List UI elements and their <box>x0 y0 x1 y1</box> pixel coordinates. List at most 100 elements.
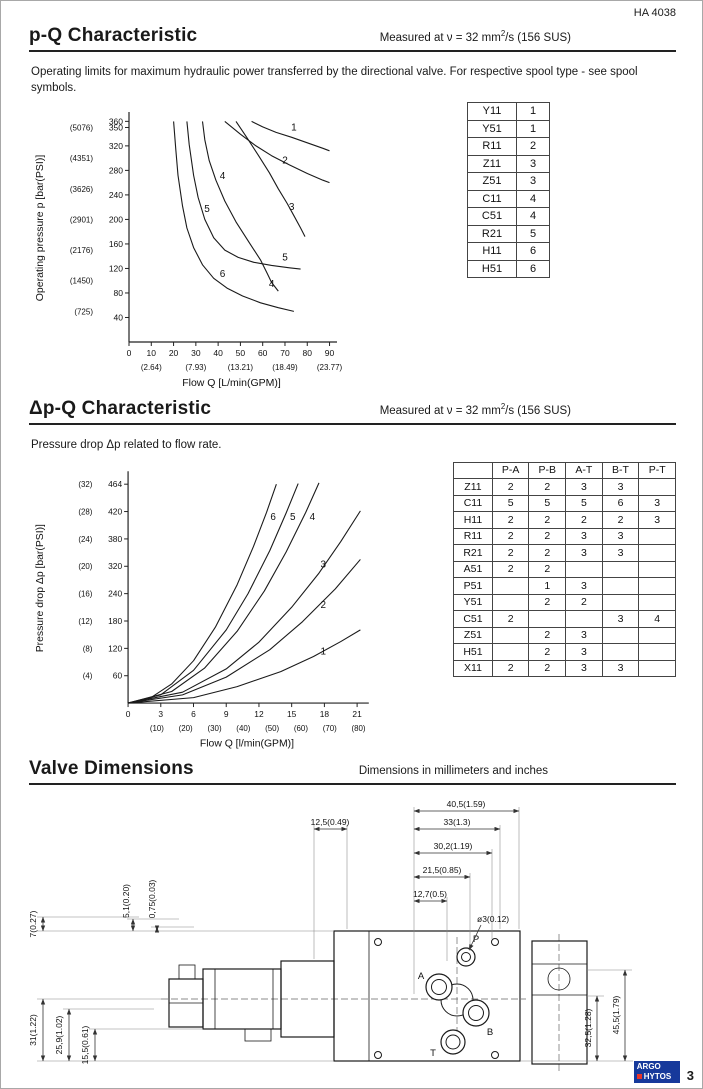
logo-text-hytos-row: HYTOS <box>636 1072 677 1082</box>
measured-pre: Measured at ν = 32 mm <box>379 32 501 44</box>
cell: 5 <box>516 224 550 244</box>
x-tick-label: 60 <box>258 348 268 358</box>
pq-chart: 0 10 20 30 40 50 60 70 80 90 (2.64) (7.93) (13.21) (1… <box>34 112 343 389</box>
y-tick-label: 240 <box>109 190 123 200</box>
y-tick-label: 350 <box>109 123 123 133</box>
row-label: Z11 <box>453 478 493 496</box>
row-label: R11 <box>467 137 517 156</box>
x-tick-label: 9 <box>224 709 229 719</box>
section-dpq: Δp-Q Characteristic Measured at ν = 32 m… <box>29 398 676 754</box>
y-tick-secondary-label: (16) <box>78 589 92 598</box>
curve-label-4: 4 <box>269 279 275 290</box>
curve-label-3: 3 <box>321 559 327 570</box>
table-row: C51 2 3 4 <box>453 610 676 628</box>
curve-4 <box>201 121 279 292</box>
table-row: H51 6 <box>467 259 550 279</box>
dim-label-7: 7(0.27) <box>29 910 38 937</box>
y-tick-label: 180 <box>108 616 122 626</box>
curve-label-6: 6 <box>270 511 276 522</box>
dim-label-drill: ø3(0.12) <box>477 914 509 924</box>
cell <box>491 643 530 661</box>
row-label: C11 <box>453 494 493 513</box>
port-a-label: A <box>418 971 425 982</box>
y-tick-secondary-label: (28) <box>78 507 92 516</box>
dim-label-5-1: 5,1(0.20) <box>121 883 131 917</box>
cell: 2 <box>565 511 603 529</box>
curve-4 <box>127 482 320 704</box>
col-header: P-T <box>638 461 676 480</box>
y-tick-label: 60 <box>113 670 123 680</box>
y-tick-label: 120 <box>109 263 123 273</box>
table-row: X11 2 2 3 3 <box>453 659 676 678</box>
section-pq: p-Q Characteristic Measured at ν = 32 mm… <box>29 25 676 394</box>
cell <box>638 478 676 496</box>
cell: 4 <box>516 189 550 209</box>
dim-label-25-9: 25,9(1.02) <box>54 1015 64 1054</box>
dim-label-0-75: 0,75(0.03) <box>147 879 157 918</box>
row-label: P51 <box>453 577 493 595</box>
cell: 3 <box>565 527 603 546</box>
x-tick-label: 80 <box>303 348 313 358</box>
cell: 3 <box>565 659 603 678</box>
row-label: H11 <box>453 511 493 529</box>
curve-2 <box>127 558 361 704</box>
y-tick-secondary-label: (20) <box>78 562 92 571</box>
table-row: Y11 1 <box>467 102 550 121</box>
dim-label-33: 33(1.3) <box>444 817 471 827</box>
port-face <box>374 937 499 1059</box>
cell <box>638 577 676 595</box>
curve-1 <box>251 120 330 152</box>
dim-label-12-5: 12,5(0.49) <box>311 817 350 827</box>
measured-sup: 2 <box>500 29 506 39</box>
table-row: H51 2 3 <box>453 643 676 661</box>
table-row: C51 4 <box>467 207 550 226</box>
page-title-dimensions: Valve Dimensions <box>29 757 194 779</box>
cell: 6 <box>516 259 550 279</box>
row-label: Y51 <box>453 593 493 612</box>
curve-6 <box>173 121 295 312</box>
dim-label-31: 31(1.22) <box>29 1014 38 1046</box>
port-t-inner <box>445 1034 461 1050</box>
page-number: 3 <box>686 1068 694 1083</box>
table-row: Z51 3 <box>467 172 550 191</box>
x-axis-title: Flow Q [L/min(GPM)] <box>182 377 281 389</box>
col-header <box>453 461 493 480</box>
x-tick-label: 20 <box>169 348 179 358</box>
x-tick-label: 12 <box>254 709 264 719</box>
dimension-lines-right <box>520 969 633 1061</box>
table-header-row: P-A P-B A-T B-T P-T <box>453 461 676 480</box>
x-tick-secondary-label: (80) <box>351 723 365 732</box>
port-t-label: T <box>430 1048 436 1059</box>
y-tick-label: 40 <box>114 313 124 323</box>
x-tick-label: 50 <box>236 348 246 358</box>
table-row: Z11 3 <box>467 154 550 174</box>
argo-hytos-logo: ARGO HYTOS <box>633 1061 680 1083</box>
port-b-inner <box>468 1004 484 1021</box>
measured-note-dpq: Measured at ν = 32 mm2/s (156 SUS) <box>380 402 571 417</box>
table-row: Z51 2 3 <box>453 626 676 645</box>
dimensions-note: Dimensions in millimeters and inches <box>358 764 548 777</box>
cell: 3 <box>565 626 603 645</box>
y-tick-secondary-label: (1450) <box>70 277 93 286</box>
col-header: P-B <box>528 461 567 480</box>
x-tick-secondary-label: (10) <box>150 723 164 732</box>
cell: 2 <box>516 137 550 156</box>
cell <box>565 560 603 579</box>
table-row: H11 2 2 2 2 3 <box>453 511 676 529</box>
x-tick-label: 3 <box>158 709 163 719</box>
x-tick-secondary-label: (18.49) <box>272 363 298 372</box>
cell <box>638 626 676 645</box>
page-title-pq: p-Q Characteristic <box>29 25 198 46</box>
y-tick-secondary-label: (8) <box>83 644 93 653</box>
row-label: H51 <box>467 259 517 279</box>
cell: 3 <box>601 610 640 628</box>
y-axis-title: Pressure drop Δp [bar(PSI)] <box>35 523 46 651</box>
cell: 1 <box>516 102 550 121</box>
cell: 3 <box>516 172 550 191</box>
cell: 2 <box>491 478 530 496</box>
row-label: C51 <box>467 207 517 226</box>
section-rule <box>29 782 676 785</box>
y-tick-secondary-label: (24) <box>78 534 92 543</box>
cell <box>601 577 640 595</box>
curve-label-1: 1 <box>291 123 297 134</box>
